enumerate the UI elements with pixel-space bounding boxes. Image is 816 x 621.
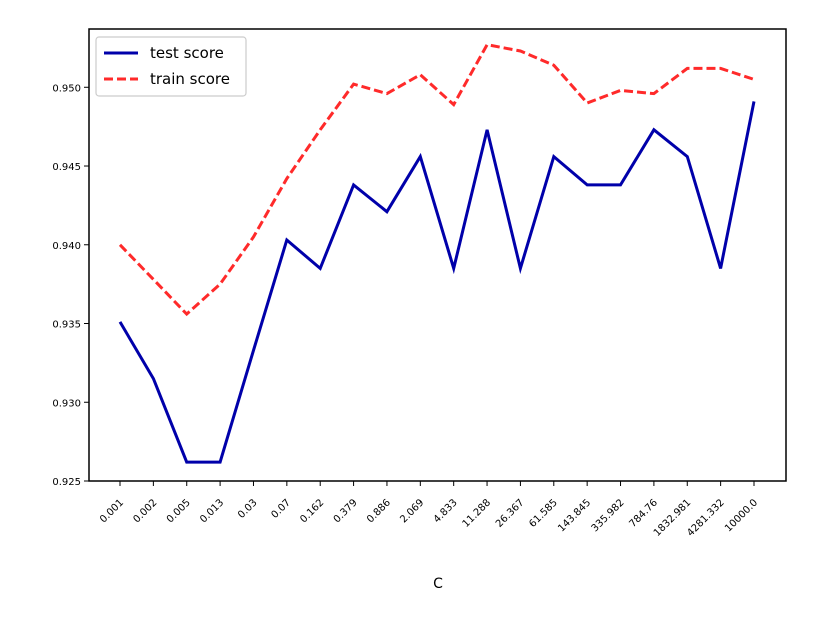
x-axis: 0.001 0.002 0.005 0.013 0.03 0.07 0.162 0.379 0.… — [98, 481, 760, 539]
y-tick-label: 0.935 — [52, 320, 81, 331]
x-tick-label: 0.07 — [269, 497, 293, 521]
x-tick-label: 4.833 — [432, 497, 460, 525]
legend-label-train-score: train score — [150, 70, 230, 88]
legend: test score train score — [95, 36, 247, 97]
x-tick-label: 0.013 — [198, 497, 226, 525]
x-tick-label: 0.03 — [236, 497, 260, 521]
x-tick-label: 61.585 — [527, 497, 560, 530]
x-tick-label: 0.005 — [165, 497, 193, 525]
plot-area — [88, 28, 787, 482]
x-tick-label: 2.069 — [398, 497, 426, 525]
y-tick-label: 0.945 — [52, 162, 81, 173]
y-tick-label: 0.940 — [52, 241, 81, 252]
x-tick-label: 26.367 — [494, 497, 527, 530]
y-axis: 0.925 0.930 0.935 0.940 0.945 0.950 — [52, 83, 89, 488]
y-tick-label: 0.925 — [52, 477, 81, 488]
x-tick-label: 0.162 — [298, 497, 326, 525]
x-tick-label: 0.886 — [365, 497, 393, 525]
x-tick-label: 143.845 — [556, 497, 593, 534]
x-tick-label: 784.76 — [627, 497, 660, 530]
x-axis-title: C — [433, 576, 443, 592]
x-tick-label: 11.288 — [461, 497, 494, 530]
series-line-train-score — [118, 43, 755, 317]
series-line-test-score — [118, 101, 756, 464]
x-tick-label: 0.001 — [98, 497, 126, 525]
legend-label-test-score: test score — [150, 44, 224, 62]
series-lines — [118, 43, 756, 464]
y-tick-label: 0.950 — [52, 83, 81, 94]
y-tick-label: 0.930 — [52, 398, 81, 409]
x-tick-label: 0.002 — [131, 497, 159, 525]
x-tick-label: 335.982 — [590, 497, 627, 534]
x-tick-label: 0.379 — [332, 497, 360, 525]
x-tick-label: 10000.0 — [723, 497, 760, 534]
